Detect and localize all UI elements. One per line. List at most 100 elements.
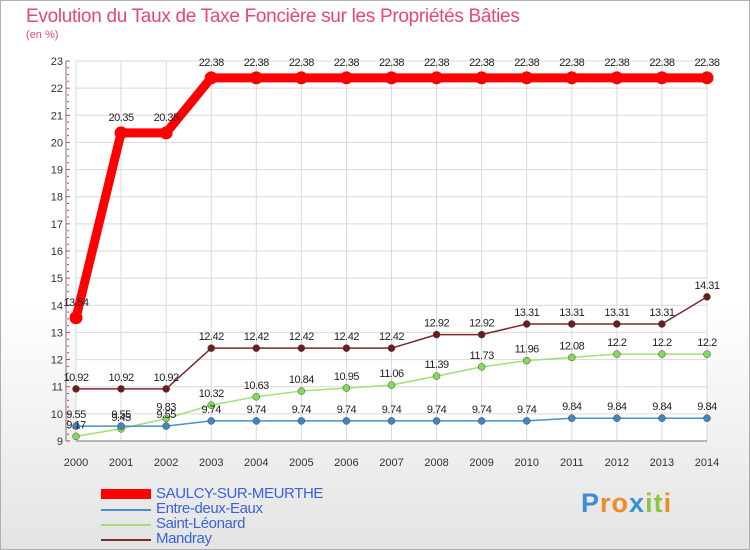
data-point bbox=[162, 385, 170, 393]
y-tick-label: 11 bbox=[52, 382, 63, 394]
logo-letter: o bbox=[611, 488, 630, 518]
data-label: 13.31 bbox=[559, 307, 584, 319]
data-point bbox=[207, 417, 215, 425]
data-label: 12.42 bbox=[334, 331, 359, 343]
legend-swatch bbox=[101, 524, 151, 526]
x-tick-label: 2009 bbox=[469, 457, 493, 469]
y-tick-label: 12 bbox=[51, 355, 63, 367]
x-tick-label: 2007 bbox=[379, 457, 403, 469]
data-label: 12.2 bbox=[652, 337, 672, 349]
data-label: 9.74 bbox=[202, 404, 222, 416]
data-label: 9.74 bbox=[517, 404, 537, 416]
data-point bbox=[522, 417, 531, 425]
data-point bbox=[297, 344, 306, 352]
data-label: 10.92 bbox=[109, 372, 134, 384]
data-point bbox=[610, 71, 624, 85]
data-label: 10.63 bbox=[244, 380, 269, 392]
data-point bbox=[72, 422, 80, 430]
data-point bbox=[252, 393, 261, 401]
data-label: 9.74 bbox=[247, 404, 267, 416]
data-point bbox=[387, 381, 396, 389]
data-label: 22.38 bbox=[199, 57, 224, 69]
data-point bbox=[387, 344, 396, 352]
data-point bbox=[430, 71, 444, 85]
data-point bbox=[522, 356, 531, 365]
data-label: 20.35 bbox=[154, 112, 179, 124]
data-point bbox=[520, 71, 534, 85]
data-point bbox=[117, 422, 125, 430]
data-point bbox=[613, 414, 621, 422]
data-point bbox=[162, 422, 170, 430]
data-point bbox=[385, 71, 398, 85]
y-tick-label: 13 bbox=[51, 327, 63, 339]
data-point bbox=[252, 417, 261, 425]
data-point bbox=[204, 71, 218, 85]
legend-swatch bbox=[101, 539, 151, 541]
chart-plot: 9 10 11 12 13 14 15 16 17 18 19 20 21 22 23 2000 2001 200… bbox=[51, 56, 721, 469]
data-label: 22.38 bbox=[649, 57, 674, 69]
proxiti-logo: Proxiti bbox=[581, 488, 672, 519]
data-label: 11.96 bbox=[515, 344, 540, 356]
data-label: 12.42 bbox=[379, 331, 404, 343]
logo-letter: r bbox=[600, 488, 612, 518]
data-point bbox=[475, 71, 489, 85]
data-label: 9.55 bbox=[156, 409, 176, 421]
y-tick-label: 9 bbox=[57, 436, 63, 448]
data-label: 22.38 bbox=[424, 57, 449, 69]
data-label: 9.55 bbox=[111, 409, 131, 421]
data-label: 11.73 bbox=[470, 350, 495, 362]
data-label: 14.31 bbox=[694, 280, 719, 292]
data-label: 9.74 bbox=[337, 404, 357, 416]
data-point bbox=[432, 330, 441, 339]
data-point bbox=[162, 414, 170, 423]
data-label: 10.92 bbox=[154, 372, 179, 384]
x-tick-label: 2014 bbox=[695, 457, 719, 469]
data-point bbox=[477, 363, 486, 371]
data-point bbox=[342, 344, 351, 352]
data-point bbox=[703, 293, 711, 301]
data-label: 12.92 bbox=[424, 318, 449, 330]
data-point bbox=[72, 432, 80, 441]
data-point bbox=[159, 126, 173, 140]
data-label: 22.38 bbox=[289, 57, 314, 69]
data-point bbox=[117, 385, 125, 393]
x-tick-label: 2002 bbox=[154, 457, 178, 469]
data-label: 12.92 bbox=[469, 318, 494, 330]
legend-swatch bbox=[101, 489, 151, 499]
data-label: 13.31 bbox=[604, 307, 629, 319]
x-tick-label: 2001 bbox=[109, 457, 133, 469]
data-point bbox=[568, 353, 576, 362]
data-label: 10.95 bbox=[334, 371, 359, 383]
data-label: 11.39 bbox=[424, 359, 449, 371]
y-tick-label: 18 bbox=[51, 192, 63, 204]
x-tick-label: 2006 bbox=[334, 457, 358, 469]
data-label: 22.38 bbox=[559, 57, 584, 69]
x-tick-label: 2004 bbox=[244, 457, 268, 469]
data-point bbox=[522, 320, 531, 328]
legend-label: Saint-Léonard bbox=[156, 515, 246, 532]
data-label: 12.42 bbox=[244, 331, 269, 343]
data-point bbox=[72, 385, 80, 393]
data-label: 9.84 bbox=[607, 401, 627, 413]
data-point bbox=[432, 372, 441, 380]
data-point bbox=[297, 387, 306, 395]
data-label: 9.17 bbox=[66, 419, 86, 431]
data-label: 12.08 bbox=[559, 340, 584, 352]
data-point bbox=[658, 320, 666, 328]
data-label: 22.38 bbox=[604, 57, 629, 69]
data-point bbox=[207, 344, 215, 352]
x-tick-label: 2010 bbox=[514, 457, 538, 469]
data-point bbox=[297, 417, 306, 425]
y-tick-label: 21 bbox=[51, 110, 63, 122]
logo-letter: x bbox=[629, 488, 646, 518]
data-label: 22.38 bbox=[694, 57, 719, 69]
data-label: 9.74 bbox=[427, 404, 447, 416]
data-label: 13.31 bbox=[514, 307, 539, 319]
data-point bbox=[613, 350, 621, 358]
x-tick-label: 2012 bbox=[605, 457, 629, 469]
data-point bbox=[565, 71, 579, 85]
logo-letter: i bbox=[645, 488, 654, 518]
data-point bbox=[207, 401, 215, 409]
x-tick-label: 2011 bbox=[560, 457, 584, 469]
